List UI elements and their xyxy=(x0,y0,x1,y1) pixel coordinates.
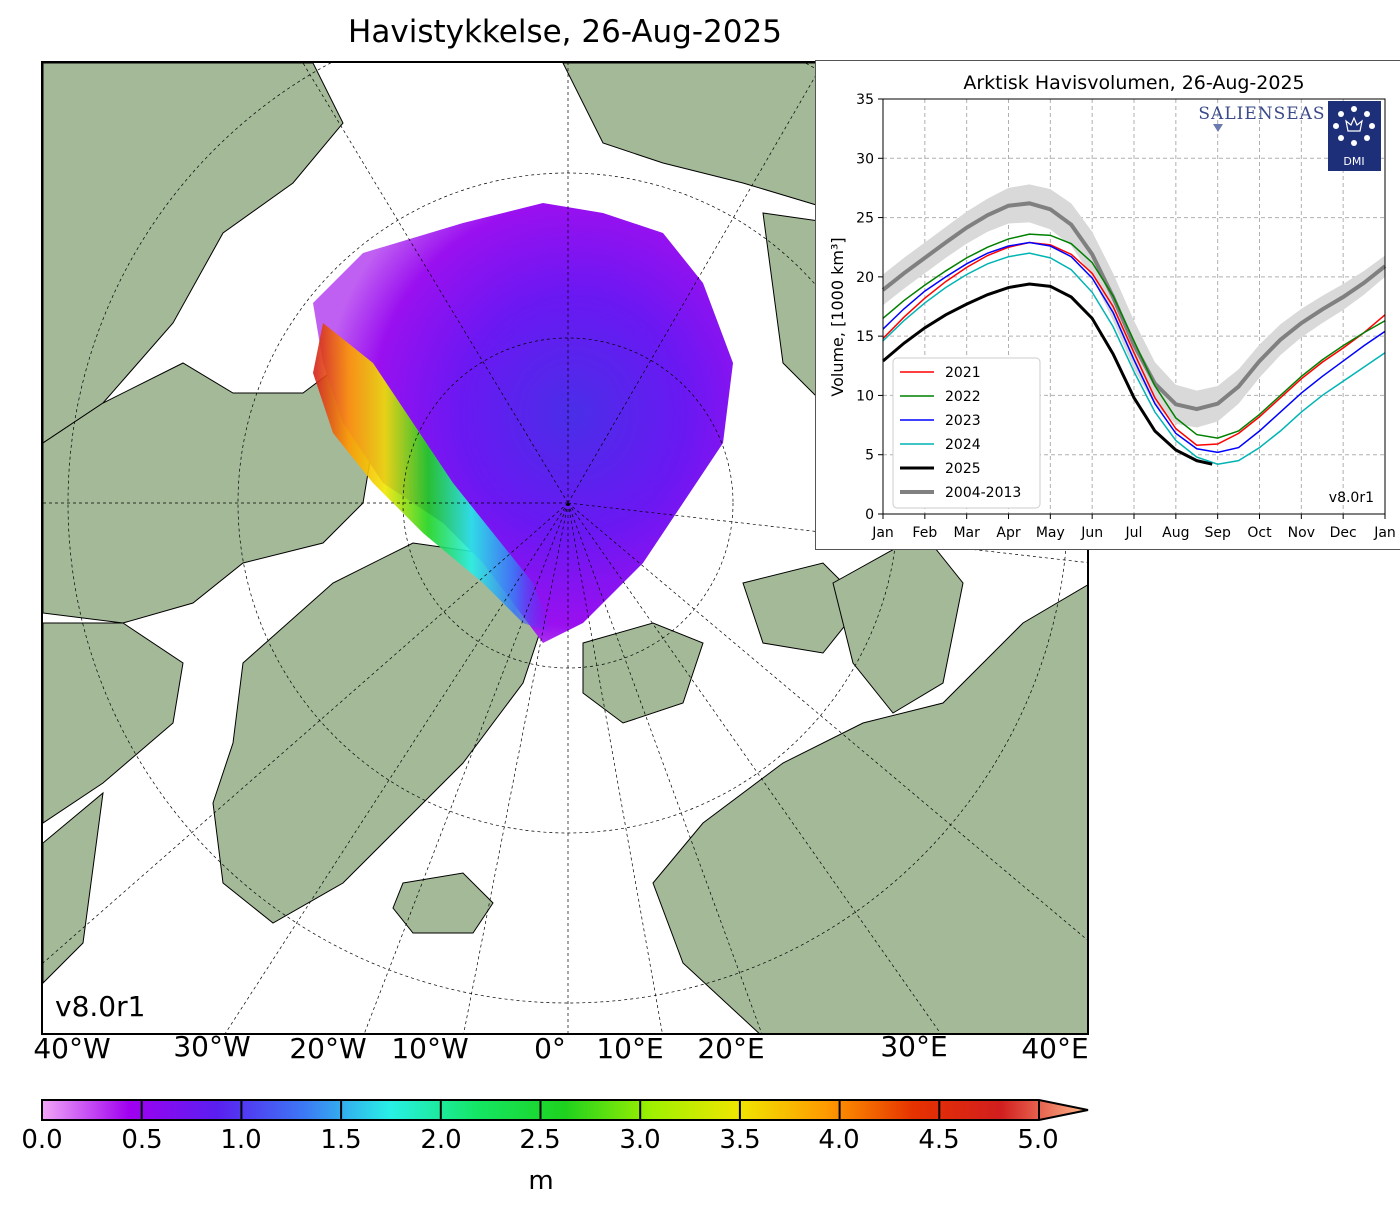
chart-title: Arktisk Havisvolumen, 26-Aug-2025 xyxy=(963,72,1304,94)
series-line-2004-2013 xyxy=(881,201,1387,412)
meridian-north-west xyxy=(302,63,569,504)
x-tick-label: May xyxy=(1036,525,1065,541)
series-line-2024 xyxy=(882,252,1386,465)
colorbar-tick-lines xyxy=(140,1100,1040,1120)
land-svalbard xyxy=(582,622,704,724)
meridian-30w xyxy=(225,502,569,1033)
longitude-label: 40°E xyxy=(1021,1032,1089,1065)
meridian-10e xyxy=(567,502,663,1033)
land-greenland xyxy=(212,542,544,924)
map-version-label: v8.0r1 xyxy=(55,990,146,1023)
series-line-2021 xyxy=(882,241,1386,446)
legend-label: 2024 xyxy=(945,437,981,453)
x-tick-label: Oct xyxy=(1247,525,1272,541)
meridian-20e xyxy=(567,502,762,1033)
longitude-label: 20°E xyxy=(697,1032,765,1065)
x-tick-label: Nov xyxy=(1288,525,1315,541)
sea-ice-field xyxy=(313,203,733,643)
land-baffin xyxy=(43,622,184,824)
x-tick-label: Jan xyxy=(1373,525,1396,541)
meridian-10w xyxy=(463,502,569,1033)
chart-y-axis-label: Volume, [1000 km³] xyxy=(828,237,847,396)
crown-icon xyxy=(1345,116,1363,132)
colorbar-tick-label: 2.0 xyxy=(420,1125,462,1155)
legend-label: 2023 xyxy=(945,413,981,429)
dmi-logo: DMI xyxy=(1328,101,1381,171)
x-tick-label: Aug xyxy=(1162,525,1189,541)
series-line-2022 xyxy=(882,233,1386,439)
meridian-30e xyxy=(567,502,941,1033)
colorbar-tick-label: 3.5 xyxy=(719,1125,761,1155)
y-tick-label: 35 xyxy=(856,92,874,108)
colorbar-tick-label: 1.0 xyxy=(220,1125,262,1155)
land-eurasia-south xyxy=(652,584,1087,1033)
series-line-2023 xyxy=(882,241,1386,454)
chart-version-label: v8.0r1 xyxy=(1329,490,1374,506)
chart-legend: 2021 2022 2023 2024 2025 2004-2013 xyxy=(892,357,1041,509)
longitude-label: 30°W xyxy=(173,1030,251,1063)
meridian-20w xyxy=(364,502,569,1033)
x-tick-label: Sep xyxy=(1204,525,1231,541)
colorbar xyxy=(41,1099,1089,1121)
svg-text:DMI: DMI xyxy=(1343,155,1364,168)
land-masses xyxy=(43,63,1087,1033)
longitude-label: 20°W xyxy=(289,1032,367,1065)
sea-ice xyxy=(313,203,733,643)
x-tick-label: Dec xyxy=(1330,525,1357,541)
y-tick-label: 0 xyxy=(865,507,874,523)
colorbar-tick-label: 0.5 xyxy=(121,1125,163,1155)
band-2004-2013-range xyxy=(883,184,1385,428)
meridian-east xyxy=(567,502,1087,563)
longitude-label: 30°E xyxy=(880,1030,948,1063)
volume-chart: Arktisk Havisvolumen, 26-Aug-2025 Volume… xyxy=(828,72,1396,541)
longitude-label: 10°E xyxy=(596,1032,664,1065)
land-alaska-corner xyxy=(43,791,104,984)
colorbar-tick-label: 4.0 xyxy=(818,1125,860,1155)
colorbar-tick-label: 4.5 xyxy=(918,1125,960,1155)
longitude-label: 10°W xyxy=(391,1032,469,1065)
y-tick-label: 20 xyxy=(856,270,874,286)
y-tick-label: 30 xyxy=(856,151,874,167)
legend-label: 2004-2013 xyxy=(945,485,1021,501)
colorbar-unit: m xyxy=(528,1166,554,1196)
y-tick-label: 10 xyxy=(856,388,874,404)
x-tick-label: Jun xyxy=(1080,525,1103,541)
meridian-40w xyxy=(43,502,569,964)
colorbar-tick-label: 1.5 xyxy=(320,1125,362,1155)
series-line-2025 xyxy=(882,282,1213,466)
longitude-label: 40°W xyxy=(33,1032,111,1065)
x-tick-label: Feb xyxy=(912,525,937,541)
y-tick-label: 25 xyxy=(856,211,874,227)
land-novaya-zemlya xyxy=(832,532,964,714)
longitude-label: 0° xyxy=(534,1032,566,1065)
colorbar-gradient xyxy=(41,1099,1089,1121)
map-canvas xyxy=(43,63,1087,1033)
y-tick-label: 5 xyxy=(865,448,874,464)
colorbar-tick-label: 3.0 xyxy=(619,1125,661,1155)
land-iceland xyxy=(392,872,494,934)
colorbar-tick-label: 5.0 xyxy=(1017,1125,1059,1155)
colorbar-tick-label: 0.0 xyxy=(21,1125,63,1155)
meridian-north-east xyxy=(567,63,824,504)
y-tick-label: 15 xyxy=(856,329,874,345)
x-tick-label: Jan xyxy=(871,525,894,541)
x-tick-label: Mar xyxy=(953,525,980,541)
legend-label: 2025 xyxy=(945,461,981,477)
colorbar-tick-label: 2.5 xyxy=(519,1125,561,1155)
x-tick-label: Apr xyxy=(996,525,1020,541)
legend-label: 2021 xyxy=(945,365,981,381)
salienseas-logo: SALIENSEAS xyxy=(1198,104,1325,124)
land-franz-josef xyxy=(742,562,864,654)
salienseas-logo-mark xyxy=(1213,124,1223,132)
sea-ice-thick-band xyxy=(313,323,553,633)
map-title: Havistykkelse, 26-Aug-2025 xyxy=(348,14,782,50)
chart-band-layer xyxy=(881,184,1387,428)
chart-series-layer xyxy=(882,233,1386,466)
legend-label: 2022 xyxy=(945,389,981,405)
volume-chart-inset: Arktisk Havisvolumen, 26-Aug-2025 Volume… xyxy=(815,60,1400,550)
x-tick-label: Jul xyxy=(1125,525,1143,541)
